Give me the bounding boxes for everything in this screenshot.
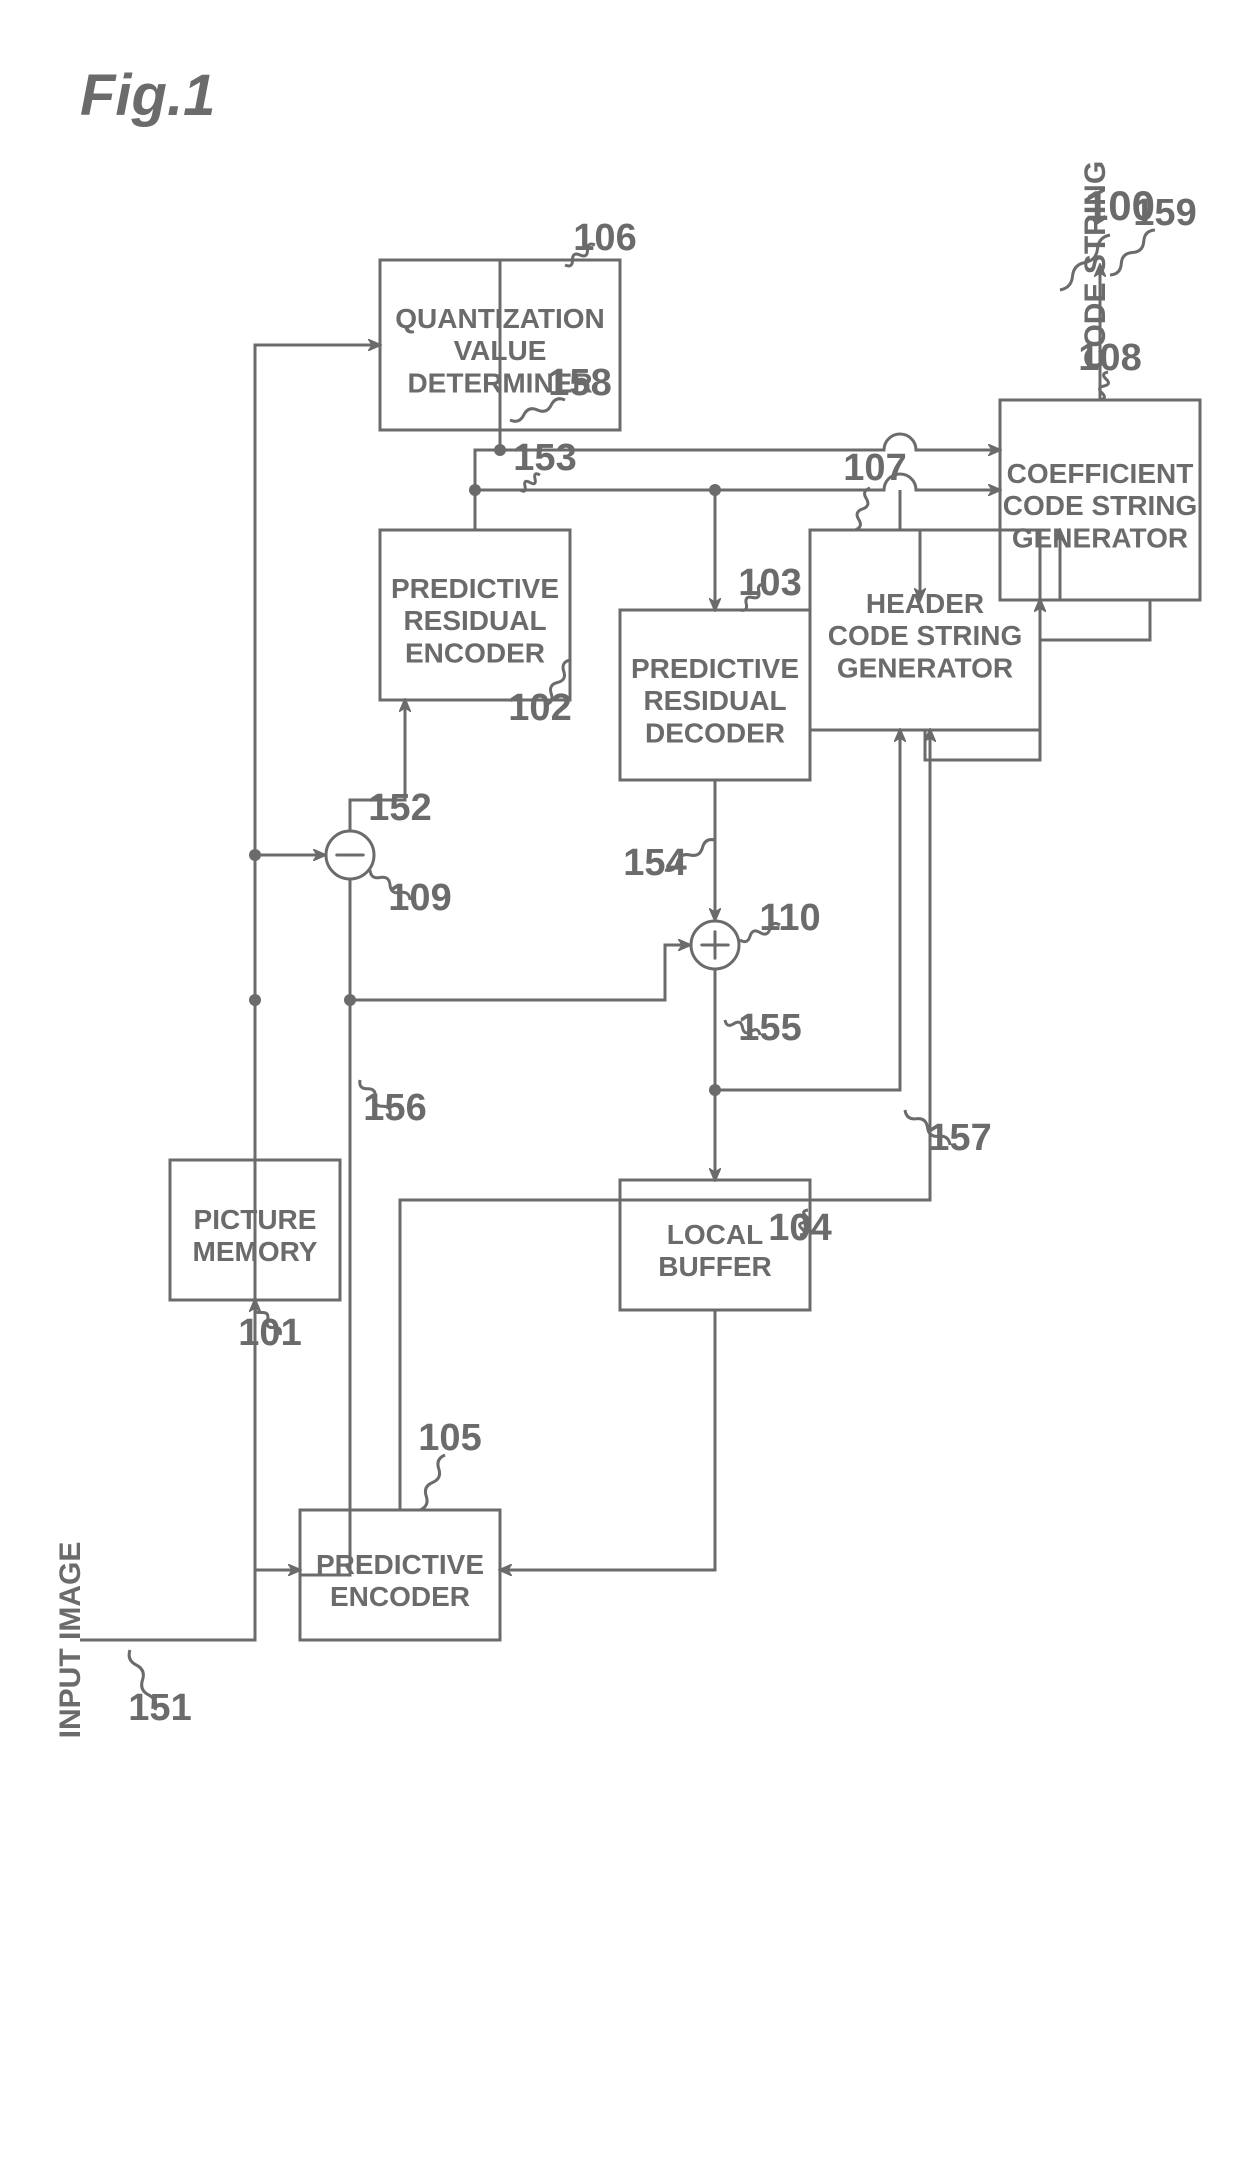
wire xyxy=(500,1310,715,1570)
output-label: CODE STRING xyxy=(1079,161,1112,369)
input-label: INPUT IMAGE xyxy=(54,1542,87,1739)
block-label: ENCODER xyxy=(330,1581,470,1612)
junction-dot xyxy=(494,444,506,456)
junction-dot xyxy=(709,1084,721,1096)
block-label: LOCAL xyxy=(667,1219,763,1250)
block-label: DECODER xyxy=(645,717,785,748)
block-pred_res_encoder: PREDICTIVERESIDUALENCODER xyxy=(380,530,570,700)
block-label: CODE STRING xyxy=(828,620,1022,651)
block-label: PREDICTIVE xyxy=(316,1549,484,1580)
wire xyxy=(1040,600,1150,640)
block-header_gen: HEADERCODE STRINGGENERATOR xyxy=(810,530,1040,730)
ref-109: 109 xyxy=(388,877,451,919)
block-label: BUFFER xyxy=(658,1251,772,1282)
wire xyxy=(80,1300,255,1640)
block-label: GENERATOR xyxy=(837,652,1013,683)
block-label: ENCODER xyxy=(405,637,545,668)
ref-105: 105 xyxy=(418,1417,481,1459)
block-label: QUANTIZATION xyxy=(395,303,604,334)
ref-102: 102 xyxy=(508,687,571,729)
operator-sub xyxy=(326,831,374,879)
block-label: HEADER xyxy=(866,588,984,619)
junction-dot xyxy=(709,484,721,496)
ref-152: 152 xyxy=(368,787,431,829)
ref-107: 107 xyxy=(843,447,906,489)
wire xyxy=(255,1000,300,1570)
ref-155: 155 xyxy=(738,1007,801,1049)
block-label: CODE STRING xyxy=(1003,490,1197,521)
block-pred_encoder: PREDICTIVEENCODER xyxy=(300,1510,500,1640)
squiggle xyxy=(1110,230,1155,275)
block-label: MEMORY xyxy=(193,1236,318,1267)
wire xyxy=(255,345,380,855)
block-label: PREDICTIVE xyxy=(391,573,559,604)
block-label: PREDICTIVE xyxy=(631,653,799,684)
squiggle xyxy=(420,1455,445,1510)
junction-dot xyxy=(469,484,481,496)
wire xyxy=(475,450,500,490)
junction-dot xyxy=(249,994,261,1006)
block-label: COEFFICIENT xyxy=(1007,458,1194,489)
squiggle xyxy=(855,488,870,530)
block-label: RESIDUAL xyxy=(403,605,546,636)
block-label: PICTURE xyxy=(194,1204,317,1235)
wire xyxy=(350,945,690,1000)
diagram-canvas: PICTUREMEMORYPREDICTIVERESIDUALENCODERPR… xyxy=(0,0,1240,2158)
wire xyxy=(300,1000,350,1575)
ref-153: 153 xyxy=(513,437,576,479)
block-label: VALUE xyxy=(454,335,547,366)
ref-159: 159 xyxy=(1133,192,1196,234)
block-label: RESIDUAL xyxy=(643,685,786,716)
junction-dot xyxy=(344,994,356,1006)
ref-157: 157 xyxy=(928,1117,991,1159)
junction-dot xyxy=(249,849,261,861)
ref-156: 156 xyxy=(363,1087,426,1129)
block-coeff_gen: COEFFICIENTCODE STRINGGENERATOR xyxy=(1000,400,1200,600)
block-pred_res_decoder: PREDICTIVERESIDUALDECODER xyxy=(620,610,810,780)
ref-106: 106 xyxy=(573,217,636,259)
ref-151: 151 xyxy=(128,1687,191,1729)
ref-101: 101 xyxy=(238,1312,301,1354)
operator-add xyxy=(691,921,739,969)
block-label: GENERATOR xyxy=(1012,522,1188,553)
